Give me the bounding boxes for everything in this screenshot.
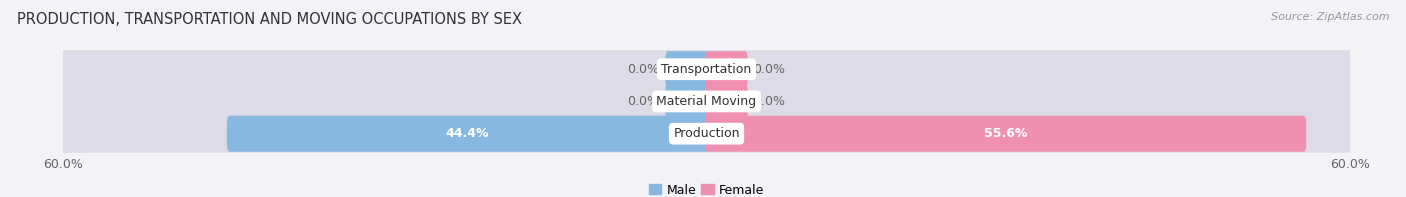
Text: 0.0%: 0.0% [754, 63, 786, 76]
Text: 0.0%: 0.0% [627, 95, 659, 108]
Text: PRODUCTION, TRANSPORTATION AND MOVING OCCUPATIONS BY SEX: PRODUCTION, TRANSPORTATION AND MOVING OC… [17, 12, 522, 27]
FancyBboxPatch shape [704, 83, 748, 120]
Text: 55.6%: 55.6% [984, 127, 1028, 140]
FancyBboxPatch shape [226, 116, 709, 152]
Text: Production: Production [673, 127, 740, 140]
FancyBboxPatch shape [665, 83, 709, 120]
Text: Source: ZipAtlas.com: Source: ZipAtlas.com [1271, 12, 1389, 22]
FancyBboxPatch shape [704, 51, 748, 87]
Text: 0.0%: 0.0% [754, 95, 786, 108]
Text: Transportation: Transportation [661, 63, 752, 76]
Text: Material Moving: Material Moving [657, 95, 756, 108]
Text: 44.4%: 44.4% [446, 127, 489, 140]
Text: 0.0%: 0.0% [627, 63, 659, 76]
FancyBboxPatch shape [704, 116, 1306, 152]
FancyBboxPatch shape [60, 50, 1353, 88]
FancyBboxPatch shape [60, 82, 1353, 121]
Legend: Male, Female: Male, Female [644, 179, 769, 197]
FancyBboxPatch shape [665, 51, 709, 87]
FancyBboxPatch shape [60, 115, 1353, 153]
